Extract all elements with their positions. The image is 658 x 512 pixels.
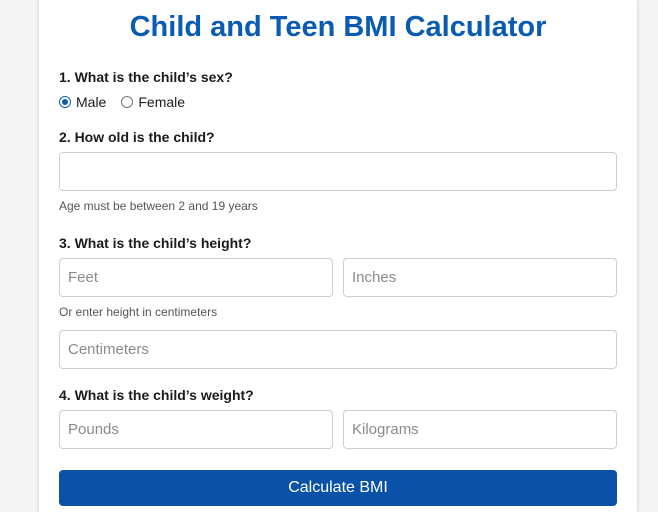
sex-question-label: 1. What is the child’s sex? — [59, 69, 233, 85]
height-question-label: 3. What is the child’s height? — [59, 235, 252, 251]
male-radio[interactable] — [59, 96, 71, 108]
weight-pounds-input[interactable] — [59, 410, 333, 449]
calculate-bmi-button[interactable]: Calculate BMI — [59, 470, 617, 506]
height-inches-input[interactable] — [343, 258, 617, 297]
male-radio-label[interactable]: Male — [76, 94, 107, 110]
height-cm-hint: Or enter height in centimeters — [59, 305, 218, 319]
age-hint: Age must be between 2 and 19 years — [59, 199, 258, 213]
age-question-label: 2. How old is the child? — [59, 129, 215, 145]
page-title: Child and Teen BMI Calculator — [129, 11, 547, 43]
height-cm-input[interactable] — [59, 330, 617, 369]
female-radio[interactable] — [121, 96, 134, 108]
calculator-card: Child and Teen BMI Calculator 1. What is… — [39, 0, 637, 512]
age-input[interactable] — [59, 152, 617, 191]
weight-kg-input[interactable] — [343, 410, 617, 449]
female-radio-label[interactable]: Female — [138, 94, 186, 110]
weight-question-label: 4. What is the child’s weight? — [59, 387, 254, 403]
height-feet-input[interactable] — [59, 258, 333, 297]
sex-radio-group: Male Female — [59, 94, 200, 110]
